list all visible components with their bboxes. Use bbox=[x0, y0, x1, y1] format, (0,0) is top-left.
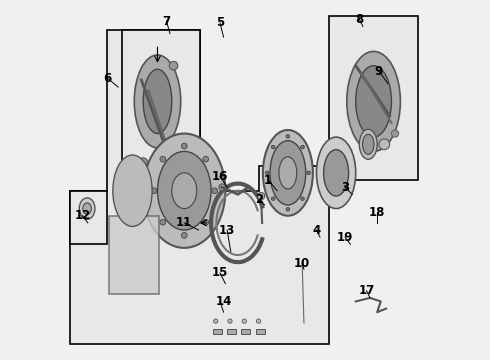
Bar bbox=[242, 329, 250, 334]
Ellipse shape bbox=[323, 150, 348, 196]
Text: 19: 19 bbox=[337, 231, 353, 244]
Text: 18: 18 bbox=[369, 206, 385, 219]
Ellipse shape bbox=[263, 130, 313, 216]
Text: 7: 7 bbox=[162, 14, 171, 27]
Bar bbox=[256, 329, 265, 334]
Circle shape bbox=[160, 220, 166, 225]
Ellipse shape bbox=[356, 66, 392, 137]
Circle shape bbox=[155, 156, 160, 161]
Text: 9: 9 bbox=[375, 64, 383, 77]
Text: 15: 15 bbox=[212, 266, 228, 279]
Ellipse shape bbox=[317, 137, 356, 208]
Circle shape bbox=[219, 184, 225, 190]
Circle shape bbox=[181, 143, 187, 149]
Text: 16: 16 bbox=[212, 170, 228, 183]
Circle shape bbox=[301, 197, 304, 201]
Circle shape bbox=[160, 156, 166, 162]
Text: 3: 3 bbox=[341, 181, 349, 194]
Text: 4: 4 bbox=[312, 224, 320, 237]
Circle shape bbox=[151, 188, 157, 194]
Ellipse shape bbox=[359, 129, 377, 159]
Circle shape bbox=[392, 130, 398, 137]
Polygon shape bbox=[70, 30, 329, 344]
Ellipse shape bbox=[143, 69, 172, 134]
Circle shape bbox=[379, 139, 390, 150]
Circle shape bbox=[271, 197, 275, 201]
Circle shape bbox=[307, 171, 310, 175]
Ellipse shape bbox=[347, 51, 400, 152]
Text: 13: 13 bbox=[219, 224, 235, 237]
Circle shape bbox=[214, 319, 218, 323]
Text: 2: 2 bbox=[255, 193, 263, 206]
Ellipse shape bbox=[134, 55, 181, 148]
Ellipse shape bbox=[113, 155, 152, 226]
Text: 10: 10 bbox=[294, 257, 310, 270]
Text: 6: 6 bbox=[103, 72, 112, 85]
Text: 5: 5 bbox=[216, 16, 224, 29]
Ellipse shape bbox=[172, 173, 197, 208]
Text: 8: 8 bbox=[355, 13, 364, 26]
Circle shape bbox=[266, 171, 269, 175]
Text: 17: 17 bbox=[358, 284, 374, 297]
Ellipse shape bbox=[157, 152, 211, 230]
Text: 11: 11 bbox=[176, 216, 193, 229]
Ellipse shape bbox=[79, 198, 95, 219]
Circle shape bbox=[286, 135, 290, 138]
Circle shape bbox=[256, 319, 261, 323]
Bar bbox=[109, 216, 159, 294]
Bar bbox=[213, 329, 222, 334]
Circle shape bbox=[242, 319, 246, 323]
Ellipse shape bbox=[143, 134, 225, 248]
FancyBboxPatch shape bbox=[70, 191, 107, 244]
Text: 1: 1 bbox=[264, 174, 272, 186]
Circle shape bbox=[203, 220, 209, 225]
Circle shape bbox=[212, 188, 218, 194]
Circle shape bbox=[271, 145, 275, 149]
Circle shape bbox=[228, 319, 232, 323]
Text: 12: 12 bbox=[74, 209, 91, 222]
Circle shape bbox=[286, 207, 290, 211]
Circle shape bbox=[181, 233, 187, 238]
Circle shape bbox=[203, 156, 209, 162]
Ellipse shape bbox=[270, 141, 306, 205]
Text: 14: 14 bbox=[216, 295, 232, 308]
FancyBboxPatch shape bbox=[329, 16, 418, 180]
Ellipse shape bbox=[363, 134, 374, 154]
Circle shape bbox=[169, 62, 178, 70]
Circle shape bbox=[139, 158, 147, 166]
Circle shape bbox=[301, 145, 304, 149]
Bar bbox=[227, 329, 236, 334]
Ellipse shape bbox=[279, 157, 297, 189]
FancyBboxPatch shape bbox=[122, 30, 200, 191]
Circle shape bbox=[258, 193, 265, 200]
Ellipse shape bbox=[83, 203, 92, 214]
